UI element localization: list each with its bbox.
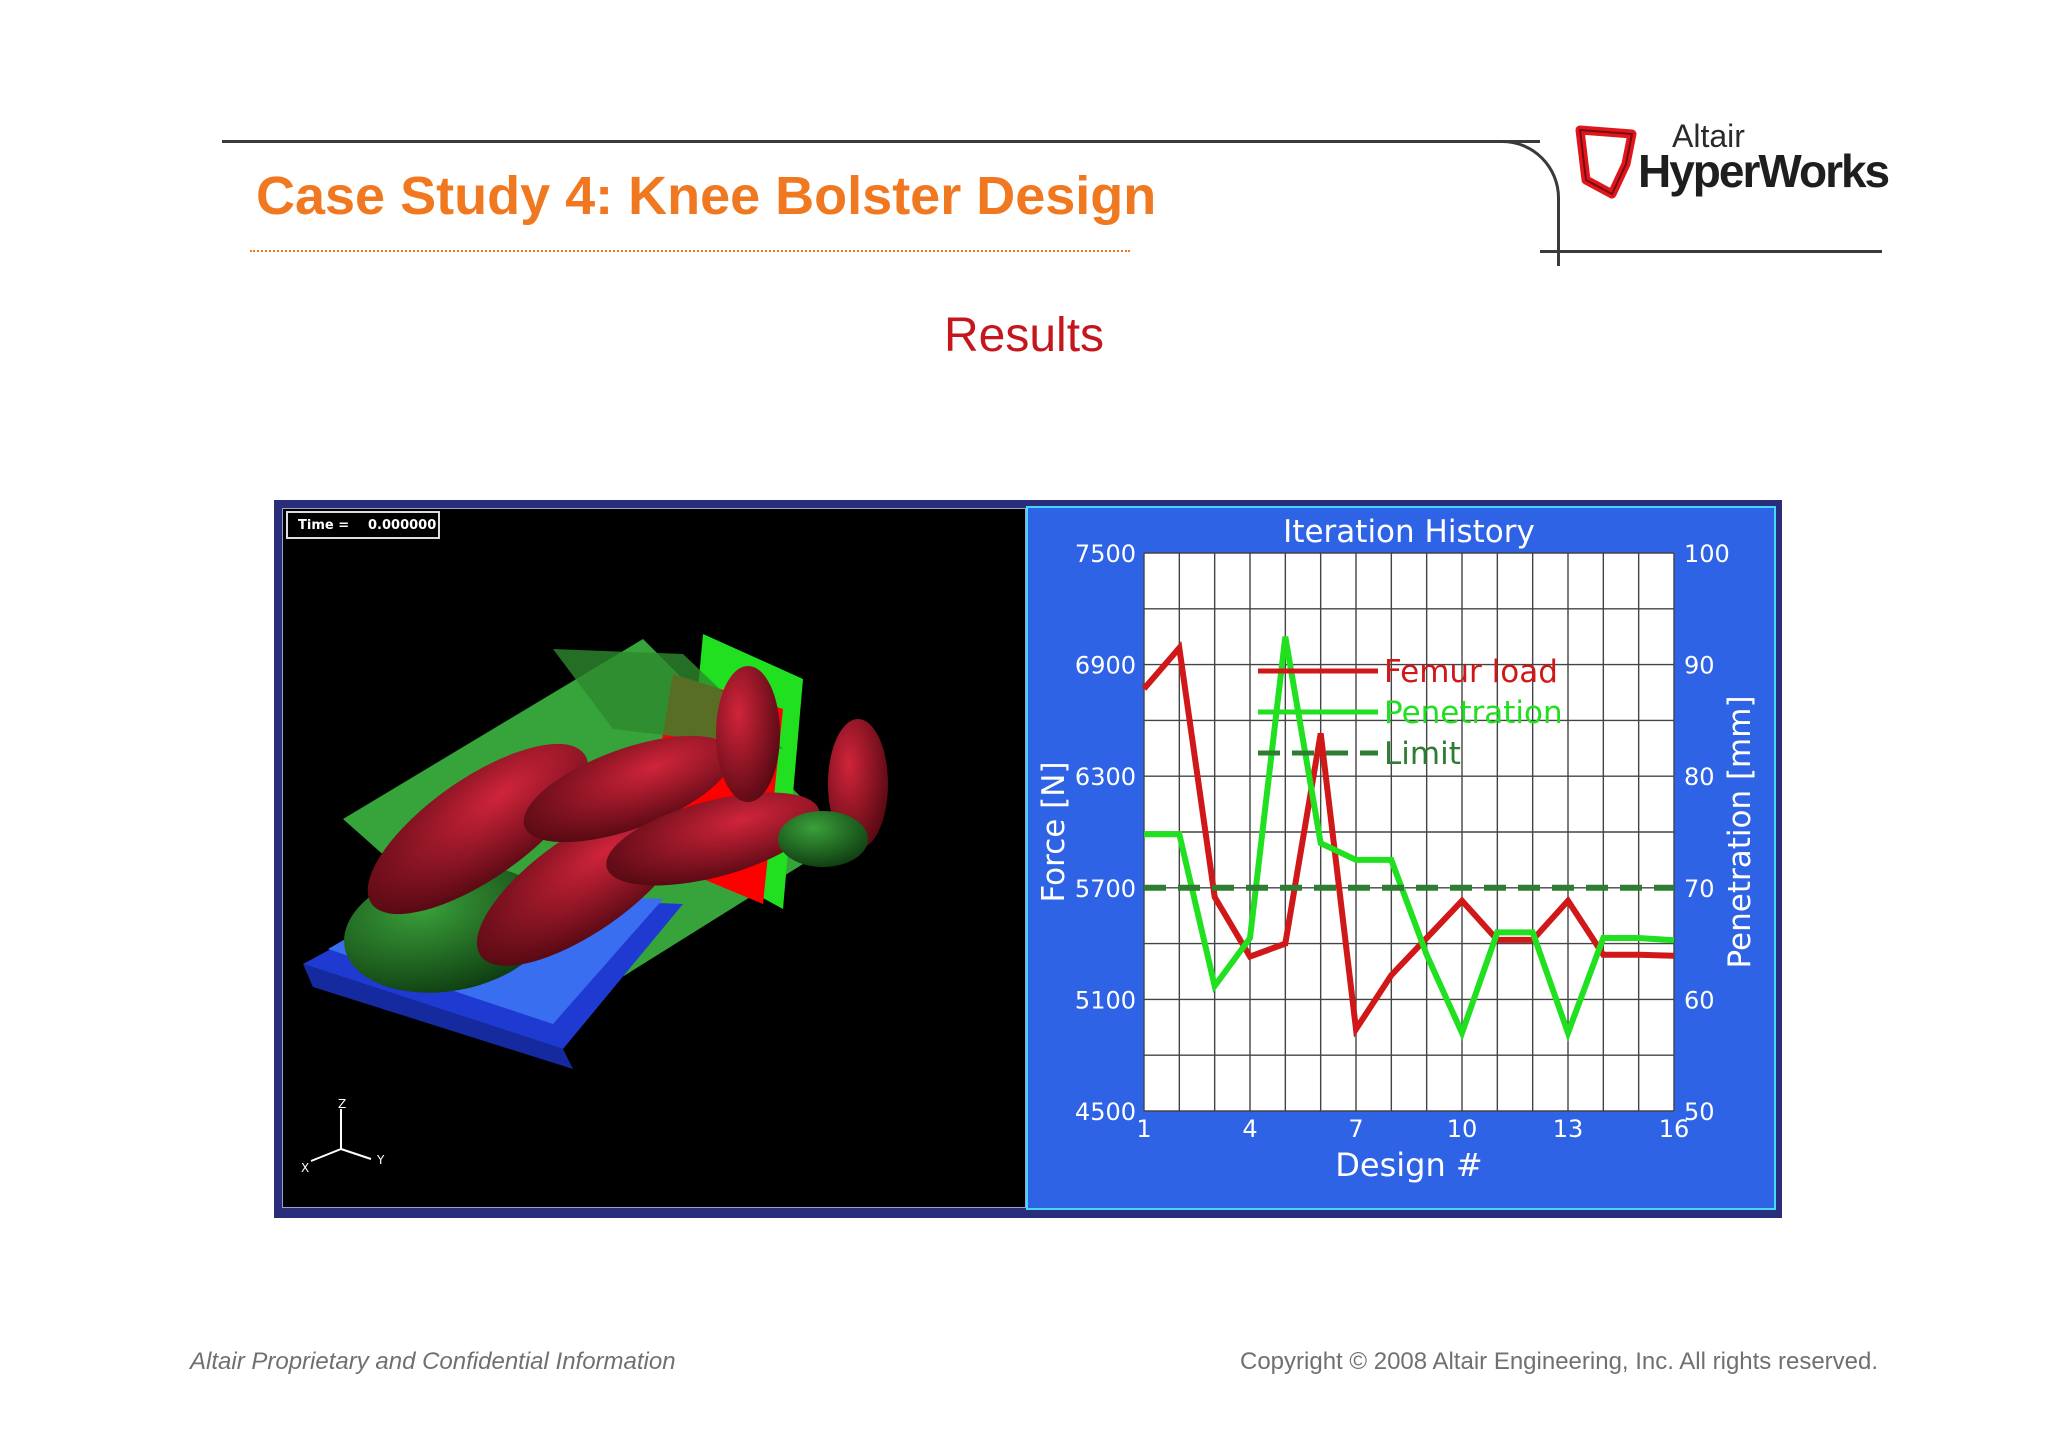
time-readout: Time = 0.000000 — [286, 511, 440, 539]
y-tick-label: 4500 — [1075, 1098, 1136, 1126]
axis-label-y: Y — [377, 1153, 385, 1167]
series-line-penetration — [1144, 636, 1675, 1042]
legend-label-penetration: Penetration — [1384, 695, 1563, 731]
footer-copyright: Copyright © 2008 Altair Engineering, Inc… — [1240, 1348, 1879, 1375]
x-tick-label: 4 — [1242, 1115, 1257, 1143]
y2-tick-label: 80 — [1684, 763, 1715, 791]
time-value: 0.000000 — [368, 518, 437, 533]
y-axis-label: Force [N] — [1036, 761, 1072, 902]
header-rule-curve — [1500, 140, 1560, 266]
x-tick-label: 10 — [1447, 1115, 1478, 1143]
series-line-femur-load — [1141, 640, 1675, 1038]
footer-confidential: Altair Proprietary and Confidential Info… — [190, 1348, 676, 1375]
knee-bolster-model-image — [303, 634, 888, 1162]
y2-tick-label: 60 — [1684, 986, 1715, 1014]
title-underline — [250, 250, 1130, 252]
slide-title: Case Study 4: Knee Bolster Design — [256, 166, 1157, 226]
y2-axis-label: Penetration [mm] — [1722, 695, 1758, 968]
y2-tick-label: 70 — [1684, 875, 1715, 903]
chart-title: Iteration History — [1283, 514, 1535, 550]
altair-hyperworks-logo: Altair HyperWorks — [1572, 118, 1892, 208]
y-tick-label: 7500 — [1075, 540, 1136, 568]
logo-text-hyperworks: HyperWorks — [1638, 145, 1890, 197]
logo-mark-icon — [1575, 125, 1637, 199]
chart-svg: 1 4 7 10 13 16 4500 5100 5700 6300 6900 7500 50 60 70 8… — [1036, 514, 1758, 1184]
time-label: Time = — [298, 518, 350, 533]
axis-triad-icon — [310, 1109, 372, 1162]
y-tick-label: 5100 — [1075, 986, 1136, 1014]
y-tick-label: 5700 — [1075, 875, 1136, 903]
slide-subtitle: Results — [943, 309, 1105, 362]
simulation-viewport: Z X Y — [282, 508, 1026, 1208]
x-axis-label: Design # — [1335, 1146, 1482, 1184]
y2-tick-label: 90 — [1684, 652, 1715, 680]
iteration-history-chart: 1 4 7 10 13 16 4500 5100 5700 6300 6900 7500 50 60 70 8… — [1026, 506, 1776, 1210]
header-rule — [222, 140, 1540, 143]
y-tick-label: 6300 — [1075, 763, 1136, 791]
x-tick-label: 1 — [1136, 1115, 1151, 1143]
x-tick-label: 13 — [1553, 1115, 1584, 1143]
logo-text-altair: Altair — [1672, 118, 1745, 154]
x-tick-label: 7 — [1348, 1115, 1363, 1143]
axis-label-x: X — [301, 1161, 310, 1175]
legend-label-femur-load: Femur load — [1384, 654, 1558, 690]
legend-label-limit: Limit — [1384, 736, 1461, 772]
x-tick-label: 16 — [1659, 1115, 1690, 1143]
y-tick-label: 6900 — [1075, 652, 1136, 680]
axis-label-z: Z — [338, 1097, 347, 1111]
y2-tick-label: 100 — [1684, 540, 1730, 568]
y2-tick-label: 50 — [1684, 1098, 1715, 1126]
header-rule-right — [1540, 250, 1882, 253]
